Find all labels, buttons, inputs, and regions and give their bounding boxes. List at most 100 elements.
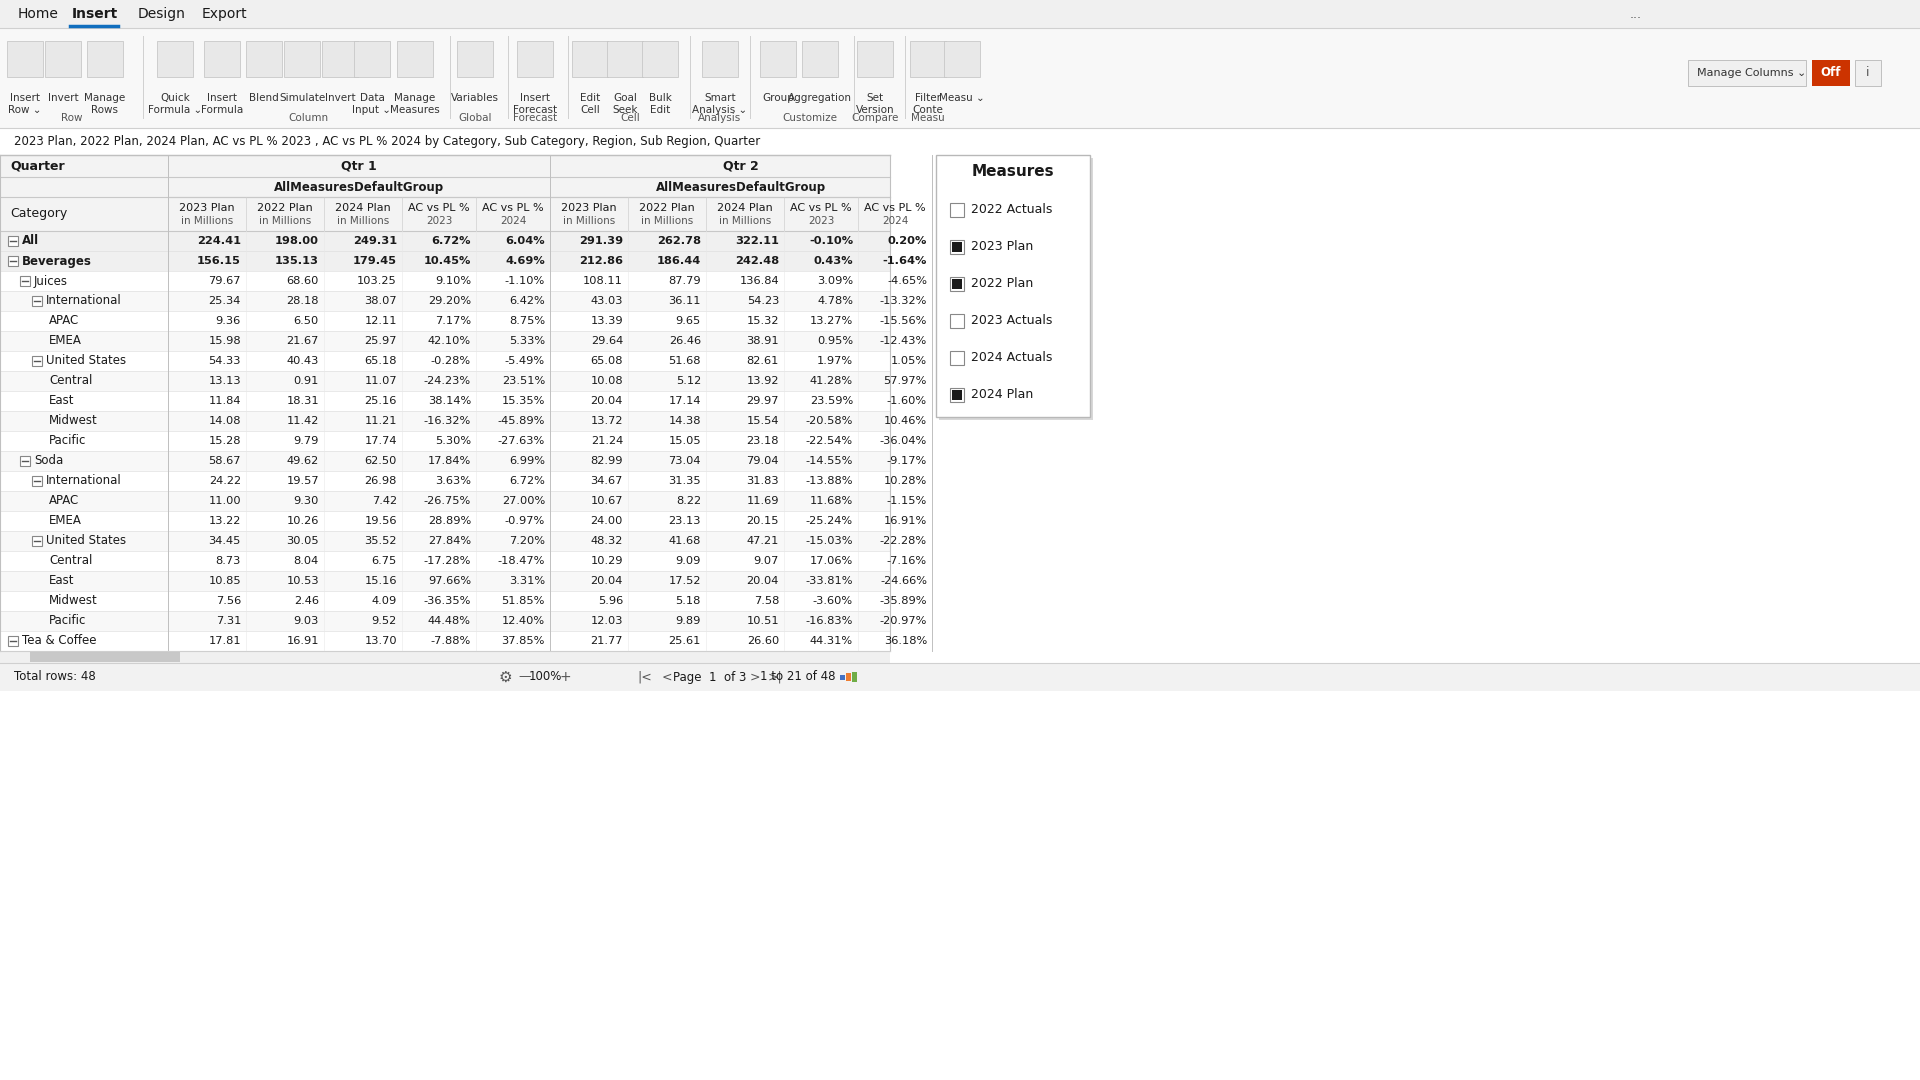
Text: Row: Row [61, 113, 83, 123]
Text: 21.24: 21.24 [591, 436, 622, 446]
Text: -25.24%: -25.24% [806, 516, 852, 526]
Text: 20.15: 20.15 [747, 516, 780, 526]
Text: 2023 Plan: 2023 Plan [561, 203, 616, 213]
Text: Edit: Edit [649, 105, 670, 114]
Bar [760, 41, 797, 77]
Text: 26.98: 26.98 [365, 476, 397, 486]
Bar [0, 491, 891, 511]
Text: Aggregation: Aggregation [787, 93, 852, 103]
Bar [1812, 60, 1851, 86]
Text: in Millions: in Millions [336, 216, 390, 226]
Text: United States: United States [46, 535, 127, 548]
Text: 47.21: 47.21 [747, 536, 780, 546]
Text: APAC: APAC [50, 314, 79, 327]
Bar [939, 158, 1092, 420]
Text: Insert: Insert [10, 93, 40, 103]
Text: Manage: Manage [84, 93, 125, 103]
Text: 34.67: 34.67 [591, 476, 622, 486]
Text: East: East [50, 575, 75, 588]
Text: 3.63%: 3.63% [436, 476, 470, 486]
Text: 13.39: 13.39 [589, 316, 622, 326]
Text: 0.91: 0.91 [294, 376, 319, 386]
Text: -35.89%: -35.89% [879, 596, 927, 606]
Text: >|: >| [768, 671, 781, 684]
Text: 65.18: 65.18 [365, 356, 397, 366]
Text: 5.30%: 5.30% [434, 436, 470, 446]
Text: 29.20%: 29.20% [428, 296, 470, 306]
Bar [0, 28, 1920, 129]
Text: 17.06%: 17.06% [810, 556, 852, 566]
Text: 35.52: 35.52 [365, 536, 397, 546]
Bar [952, 279, 962, 288]
Text: 15.54: 15.54 [747, 416, 780, 426]
Text: 23.51%: 23.51% [501, 376, 545, 386]
Bar [0, 351, 891, 372]
Text: 4.78%: 4.78% [818, 296, 852, 306]
Text: 13.72: 13.72 [591, 416, 622, 426]
Bar [457, 41, 493, 77]
Text: Insert: Insert [520, 93, 549, 103]
Text: 11.42: 11.42 [286, 416, 319, 426]
Text: Invert: Invert [324, 93, 355, 103]
Text: 12.40%: 12.40% [501, 616, 545, 626]
Text: -26.75%: -26.75% [424, 496, 470, 507]
Text: 97.66%: 97.66% [428, 576, 470, 586]
Text: 1.05%: 1.05% [891, 356, 927, 366]
Text: -0.97%: -0.97% [505, 516, 545, 526]
Text: 2024: 2024 [881, 216, 908, 226]
Text: 156.15: 156.15 [198, 256, 242, 266]
Text: 2023 Plan: 2023 Plan [972, 240, 1033, 253]
Text: ...: ... [1630, 8, 1642, 21]
Text: 23.13: 23.13 [668, 516, 701, 526]
Bar [0, 551, 891, 571]
Text: 5.12: 5.12 [676, 376, 701, 386]
Text: 38.91: 38.91 [747, 336, 780, 346]
Bar [0, 591, 891, 611]
Text: 8.22: 8.22 [676, 496, 701, 507]
Text: 28.18: 28.18 [286, 296, 319, 306]
Text: -27.63%: -27.63% [497, 436, 545, 446]
Text: Goal: Goal [612, 93, 637, 103]
Bar [641, 41, 678, 77]
Text: 7.17%: 7.17% [434, 316, 470, 326]
Text: Compare: Compare [851, 113, 899, 123]
Text: 7.56: 7.56 [215, 596, 242, 606]
Bar [852, 672, 856, 681]
Text: 36.18%: 36.18% [883, 636, 927, 646]
Text: Column: Column [288, 113, 328, 123]
Text: Group: Group [762, 93, 795, 103]
Text: 44.48%: 44.48% [428, 616, 470, 626]
Text: Analysis ⌄: Analysis ⌄ [693, 105, 747, 114]
Text: 25.61: 25.61 [668, 636, 701, 646]
Text: 10.28%: 10.28% [883, 476, 927, 486]
Bar [353, 41, 390, 77]
Text: -0.28%: -0.28% [430, 356, 470, 366]
Text: 103.25: 103.25 [357, 276, 397, 286]
Text: Measu: Measu [912, 113, 945, 123]
Text: -17.28%: -17.28% [424, 556, 470, 566]
Bar [0, 471, 891, 491]
Text: 31.83: 31.83 [747, 476, 780, 486]
Bar [33, 296, 42, 306]
Text: 322.11: 322.11 [735, 237, 780, 246]
Text: 25.97: 25.97 [365, 336, 397, 346]
Bar [572, 41, 609, 77]
Text: 13.13: 13.13 [209, 376, 242, 386]
Bar [0, 271, 891, 291]
Bar [856, 41, 893, 77]
Text: 11.00: 11.00 [209, 496, 242, 507]
Text: APAC: APAC [50, 495, 79, 508]
Text: 13.27%: 13.27% [810, 316, 852, 326]
Text: Pacific: Pacific [50, 434, 86, 447]
Bar [952, 242, 962, 252]
Text: 62.50: 62.50 [365, 456, 397, 465]
Bar [0, 431, 891, 451]
Text: 10.45%: 10.45% [424, 256, 470, 266]
Text: 42.10%: 42.10% [428, 336, 470, 346]
Text: 0.95%: 0.95% [816, 336, 852, 346]
Text: 1.97%: 1.97% [816, 356, 852, 366]
Text: 13.70: 13.70 [365, 636, 397, 646]
Text: AllMeasuresDefaultGroup: AllMeasuresDefaultGroup [657, 180, 826, 193]
Text: Global: Global [459, 113, 492, 123]
Text: Manage: Manage [394, 93, 436, 103]
